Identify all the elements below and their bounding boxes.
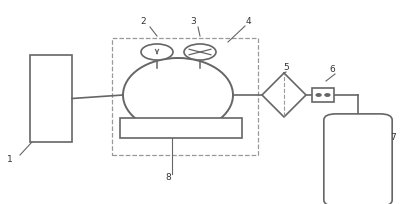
FancyBboxPatch shape: [30, 55, 72, 142]
FancyBboxPatch shape: [311, 88, 333, 102]
Text: 5: 5: [282, 63, 288, 72]
Circle shape: [183, 44, 215, 60]
Ellipse shape: [123, 58, 232, 132]
Text: 8: 8: [165, 173, 171, 183]
Circle shape: [141, 44, 173, 60]
Text: 7: 7: [389, 133, 395, 143]
FancyBboxPatch shape: [120, 118, 241, 138]
FancyBboxPatch shape: [323, 114, 391, 204]
Text: 4: 4: [245, 18, 250, 27]
Text: 6: 6: [328, 65, 334, 74]
Text: 1: 1: [7, 155, 13, 164]
Text: 3: 3: [190, 18, 195, 27]
Circle shape: [315, 94, 320, 96]
Circle shape: [324, 94, 329, 96]
Text: 2: 2: [140, 18, 145, 27]
